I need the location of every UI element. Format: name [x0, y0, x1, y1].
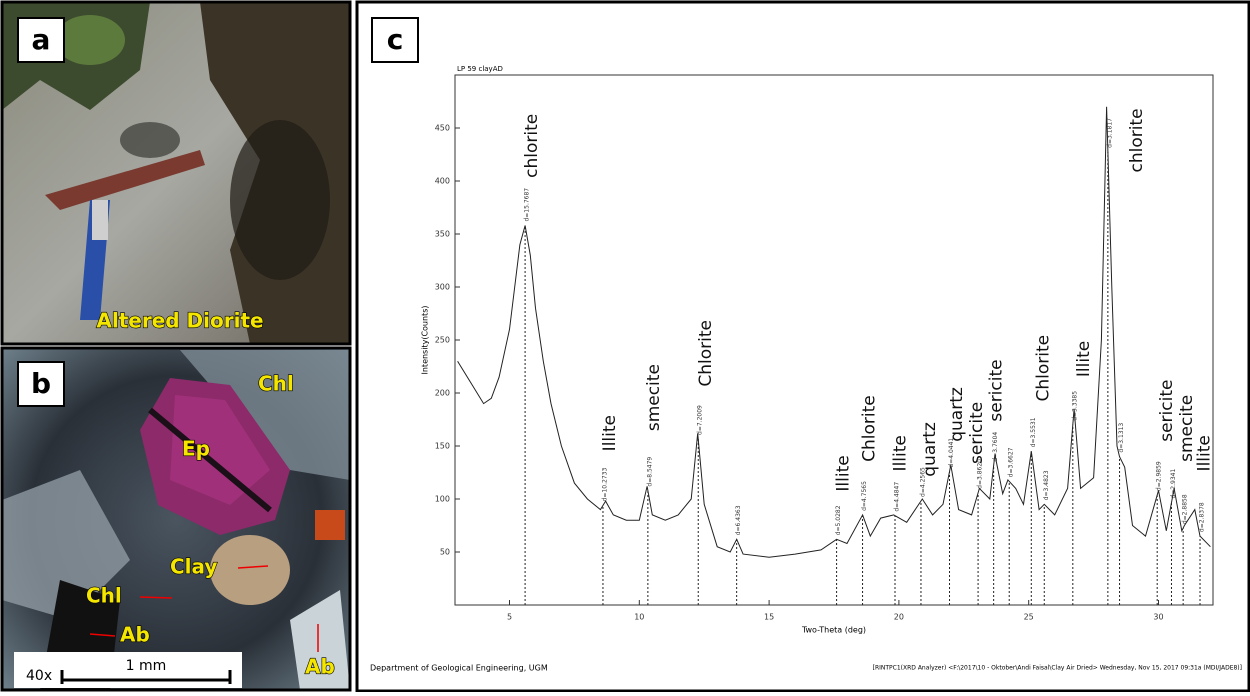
mineral-label: Ab — [120, 623, 150, 647]
mineral-annotation: smecite — [1177, 395, 1197, 462]
d-spacing-label: d=10.2733 — [601, 468, 608, 502]
scale-box — [14, 652, 242, 688]
mineral-annotation: sericite — [1157, 380, 1177, 442]
d-spacing-label: d=15.7687 — [524, 188, 531, 222]
frame-c — [355, 0, 1250, 693]
d-spacing-label: d=3.5531 — [1030, 417, 1037, 447]
mineral-annotation: quartz — [920, 422, 940, 477]
label-box — [17, 17, 65, 63]
scale-bar — [60, 670, 232, 684]
x-tick-label: 15 — [764, 613, 774, 622]
y-tick-label: 150 — [435, 442, 450, 451]
mineral-annotation: Illite — [891, 435, 911, 471]
d-spacing-label: d=3.4823 — [1043, 470, 1050, 500]
d-spacing-label: d=8.5479 — [646, 457, 653, 487]
y-tick-label: 350 — [435, 230, 450, 239]
d-spacing-label: d=7.2009 — [697, 405, 704, 435]
d-spacing-label: d=2.8378 — [1199, 502, 1206, 532]
mineral-label: Chl — [258, 372, 294, 396]
panel-label: a — [32, 23, 51, 56]
d-spacing-label: d=3.8620 — [977, 459, 984, 489]
y-tick-label: 50 — [440, 548, 450, 557]
mineral-annotation: chlorite — [1127, 108, 1147, 172]
chart-title: LP 59 clayAD — [457, 65, 503, 73]
y-tick-label: 250 — [435, 336, 450, 345]
mineral-annotation: quartz — [947, 387, 967, 442]
x-tick-label: 5 — [507, 613, 512, 622]
mineral-label: Clay — [170, 555, 217, 579]
mineral-annotation: Illite — [834, 455, 854, 491]
mineral-annotation: Illite — [1074, 341, 1094, 377]
d-spacing-label: d=4.4847 — [894, 482, 901, 512]
y-tick-label: 300 — [435, 283, 450, 292]
mineral-annotation: Chlorite — [696, 320, 716, 387]
d-spacing-label: d=2.9859 — [1156, 461, 1163, 491]
y-tick-label: 450 — [435, 124, 450, 133]
mineral-annotation: Chlorite — [1033, 335, 1053, 402]
mineral-label: Ep — [182, 437, 210, 461]
y-tick-label: 200 — [435, 389, 450, 398]
d-spacing-label: d=2.9341 — [1170, 469, 1177, 499]
label-box — [371, 17, 419, 63]
y-axis-label: Intensity(Counts) — [421, 306, 430, 375]
mineral-annotation: sericite — [987, 359, 1007, 421]
x-tick-label: 25 — [1024, 613, 1034, 622]
x-axis-label: Two-Theta (deg) — [801, 626, 866, 635]
d-spacing-label: d=3.3385 — [1071, 391, 1078, 421]
photo-a — [2, 2, 350, 344]
d-spacing-label: d=4.0441 — [948, 438, 955, 468]
xrd-line — [457, 106, 1211, 558]
mineral-annotation: Illite — [600, 415, 620, 451]
d-spacing-label: d=6.4363 — [735, 505, 742, 535]
footer: Department of Geological Engineering, UG… — [370, 664, 548, 673]
frame-a — [0, 0, 352, 346]
d-spacing-label: d=3.1313 — [1118, 423, 1125, 453]
d-spacing-label: d=2.8858 — [1182, 494, 1189, 524]
y-tick-label: 400 — [435, 177, 450, 186]
mineral-annotation: smecite — [644, 364, 664, 431]
panel-label: c — [387, 23, 404, 56]
caption: Altered Diorite — [96, 309, 263, 333]
mineral-annotation: chlorite — [522, 114, 542, 178]
mineral-annotation: Illite — [1194, 435, 1214, 471]
d-spacing-label: d=5.0282 — [835, 505, 842, 535]
mineral-annotation: sericite — [967, 402, 987, 464]
footer: [RINTPC1(XRD Analyzer) <F:\2017\10 - Okt… — [873, 665, 1242, 672]
mineral-annotation: Chlorite — [860, 395, 880, 462]
d-spacing-label: d=3.6627 — [1008, 447, 1015, 477]
d-spacing-label: d=4.7565 — [861, 481, 868, 511]
panel-label: b — [31, 367, 51, 400]
d-spacing-label: d=4.2565 — [919, 467, 926, 497]
x-tick-label: 20 — [894, 613, 904, 622]
x-tick-label: 10 — [634, 613, 644, 622]
frame-b — [0, 346, 352, 692]
x-tick-label: 30 — [1153, 613, 1163, 622]
label-box — [17, 361, 65, 407]
scale-text: 1 mm — [126, 658, 167, 674]
d-spacing-label: d=3.1817 — [1106, 118, 1113, 148]
magnification: 40x — [26, 668, 52, 684]
arrows — [89, 565, 319, 652]
d-spacing-label: d=3.7604 — [992, 432, 999, 462]
mineral-label: Chl — [86, 584, 122, 608]
y-tick-label: 100 — [435, 495, 450, 504]
mineral-label: Ab — [305, 655, 335, 679]
